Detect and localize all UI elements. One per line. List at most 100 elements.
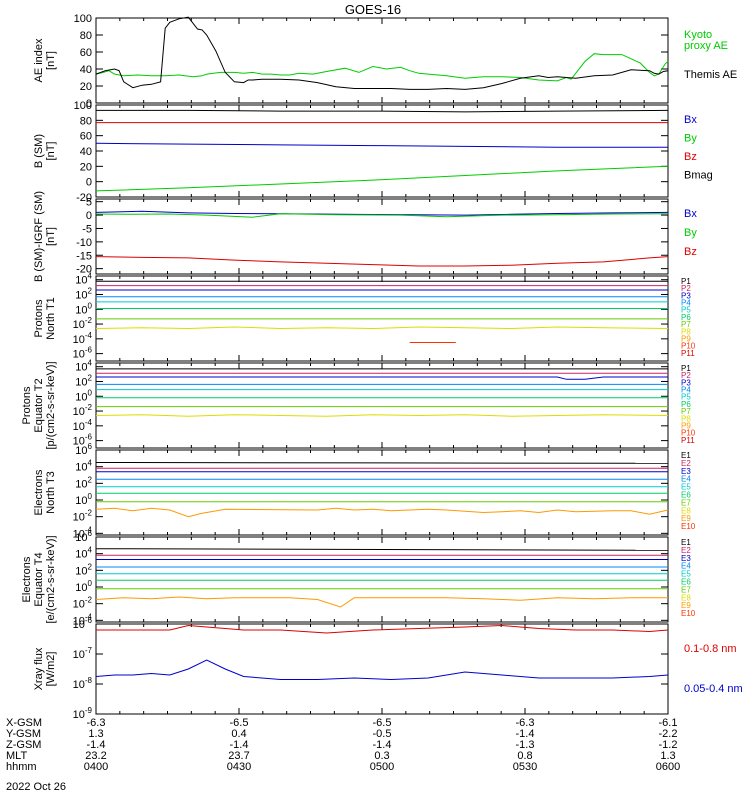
footer-value: -0.5 [373, 728, 392, 740]
legend-label: Kyoto [684, 29, 712, 41]
legend-label: E4 [681, 475, 691, 484]
legend-label: E6 [681, 491, 691, 500]
y-tick-label: 0 [86, 98, 92, 110]
y-tick-label: 102 [75, 373, 92, 388]
footer-date: 2022 Oct 26 [6, 781, 66, 793]
legend-label: Bz [684, 246, 697, 258]
footer-value: -1.4 [230, 739, 249, 751]
legend-label: E3 [681, 554, 691, 563]
legend-label: P5 [681, 306, 691, 315]
legend-label: P11 [681, 349, 695, 358]
legend-label: E8 [681, 593, 691, 602]
footer-value: 0.3 [374, 750, 389, 762]
y-tick-label: 100 [75, 579, 92, 594]
y-axis-label: North T3 [45, 471, 57, 514]
legend-label: P1 [681, 277, 691, 286]
legend-label: 0.05-0.4 nm [684, 683, 743, 695]
series-line-e1 [95, 548, 669, 551]
footer-value: 23.2 [85, 750, 106, 762]
footer-value: 23.7 [228, 750, 249, 762]
series-line-by [95, 165, 669, 192]
y-axis-label: Protons [21, 386, 33, 424]
y-tick-label: 80 [80, 115, 92, 127]
y-tick-label: 100 [74, 100, 92, 112]
y-axis-label: Electrons [21, 556, 33, 602]
legend-label: E7 [681, 498, 691, 507]
legend-label: P8 [681, 327, 691, 336]
footer-value: 0.4 [231, 728, 246, 740]
y-tick-label: 5 [86, 197, 92, 209]
y-axis-label: [nT] [45, 227, 57, 246]
panel-3: -20 -15-10 -505 B (SM)-IGRF (SM) [nT] Bx By Bz [33, 191, 697, 282]
y-tick-label: 104 [75, 359, 92, 374]
y-tick-label: 100 [74, 13, 92, 25]
footer-value: -1.4 [516, 728, 535, 740]
y-tick-label: 106 [75, 442, 92, 457]
footer-row-label: X-GSM [6, 717, 42, 729]
footer-row-label: Y-GSM [6, 728, 41, 740]
footer-value: -6.3 [516, 717, 535, 729]
legend-label: P4 [681, 386, 691, 395]
legend-label: P6 [681, 400, 691, 409]
footer-row-label: MLT [6, 750, 27, 762]
y-tick-label: 106 [75, 529, 92, 544]
legend-label: E6 [681, 578, 691, 587]
y-axis-label: B (SM) [33, 134, 45, 168]
panel-2: -20 0 20 40 60 80 100 B (SM) [nT] Bx By Bz Bmag [33, 100, 713, 204]
footer-value: -1.2 [659, 739, 678, 751]
footer-value: 1.3 [660, 750, 675, 762]
footer-value: -1.4 [373, 739, 392, 751]
y-tick-label: 0 [86, 210, 92, 222]
legend-label: E9 [681, 514, 691, 523]
y-tick-label: 104 [75, 546, 92, 561]
legend-label: By [684, 227, 697, 239]
legend-label: Bz [684, 151, 697, 163]
legend-label: E5 [681, 570, 691, 579]
y-tick-label: 102 [75, 286, 92, 301]
legend-label: P6 [681, 313, 691, 322]
footer-row-label: Z-GSM [6, 739, 41, 751]
y-tick-label: -15 [76, 250, 92, 262]
footer-value: 0500 [370, 761, 394, 773]
legend-label: P8 [681, 414, 691, 423]
legend-label: E5 [681, 483, 691, 492]
y-axis-label: Electrons [33, 469, 45, 515]
y-axis-label: AE index [33, 38, 45, 83]
legend-label: E10 [681, 609, 696, 618]
series-line-0-1-0-8-nm [96, 624, 669, 634]
y-tick-label: -5 [82, 223, 92, 235]
y-tick-label: 102 [75, 562, 92, 577]
y-tick-label: 10-8 [73, 676, 93, 691]
footer-value: 0400 [84, 761, 108, 773]
legend-label: P2 [681, 371, 691, 380]
y-tick-label: 10-4 [73, 418, 93, 433]
series-line-by [95, 213, 669, 218]
legend-label: E7 [681, 585, 691, 594]
footer-value: -6.3 [87, 717, 106, 729]
series-line-themis-ae [95, 16, 669, 90]
y-tick-label: 104 [75, 272, 92, 287]
series-line-p3 [96, 376, 668, 380]
y-tick-label: -10 [76, 237, 92, 249]
legend-label: P3 [681, 378, 691, 387]
legend-label: P10 [681, 342, 696, 351]
y-tick-label: 0 [86, 177, 92, 189]
y-axis-label: Equator T2 [33, 378, 45, 432]
y-tick-label: 10-2 [73, 509, 93, 524]
series-line-e1 [95, 462, 669, 464]
footer-value: -1.4 [87, 739, 106, 751]
panel-frame [95, 623, 669, 715]
y-tick-label: -20 [76, 192, 92, 204]
legend-label: E2 [681, 546, 691, 555]
y-tick-label: 10-4 [73, 331, 93, 346]
footer-value: 0530 [513, 761, 537, 773]
y-tick-label: 100 [75, 388, 92, 403]
y-tick-label: 10-2 [73, 316, 93, 331]
y-tick-label: 10-2 [73, 596, 93, 611]
